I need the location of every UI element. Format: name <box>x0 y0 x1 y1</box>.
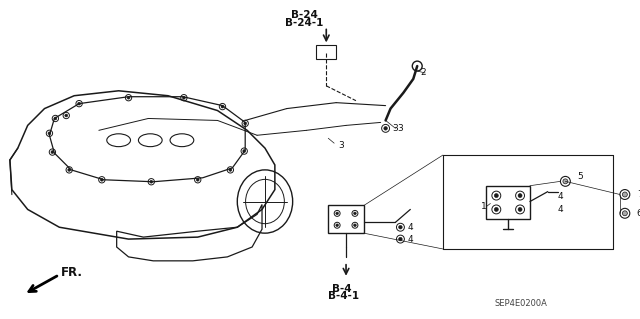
Circle shape <box>622 192 627 197</box>
Circle shape <box>399 237 402 241</box>
Text: SEP4E0200A: SEP4E0200A <box>494 299 547 308</box>
Text: 4: 4 <box>407 223 413 232</box>
Circle shape <box>563 179 568 184</box>
Circle shape <box>399 226 402 229</box>
Circle shape <box>54 117 57 120</box>
Text: 2: 2 <box>420 69 426 78</box>
Circle shape <box>384 127 387 130</box>
Circle shape <box>127 96 130 99</box>
Text: 3: 3 <box>338 141 344 150</box>
Circle shape <box>354 212 356 215</box>
Circle shape <box>221 105 224 108</box>
Circle shape <box>518 207 522 211</box>
Text: 1: 1 <box>481 202 486 211</box>
Text: 6: 6 <box>637 209 640 218</box>
Circle shape <box>51 151 54 153</box>
Text: 3: 3 <box>397 124 403 133</box>
Circle shape <box>244 122 246 125</box>
Text: 3: 3 <box>392 124 398 133</box>
Text: 7: 7 <box>637 190 640 199</box>
Circle shape <box>494 194 499 197</box>
Circle shape <box>243 150 246 152</box>
Circle shape <box>229 168 232 171</box>
Circle shape <box>196 178 199 181</box>
Circle shape <box>336 224 339 226</box>
Circle shape <box>354 224 356 226</box>
Text: 4: 4 <box>557 192 563 201</box>
Circle shape <box>622 211 627 216</box>
Text: B-24: B-24 <box>291 10 318 20</box>
Text: B-24-1: B-24-1 <box>285 18 324 27</box>
Circle shape <box>77 102 81 105</box>
Circle shape <box>182 96 186 99</box>
Circle shape <box>336 212 339 215</box>
Circle shape <box>494 207 499 211</box>
Circle shape <box>150 180 153 183</box>
Circle shape <box>65 114 68 117</box>
Circle shape <box>48 132 51 135</box>
Text: FR.: FR. <box>61 266 83 279</box>
Circle shape <box>100 178 103 181</box>
Text: 5: 5 <box>577 172 583 181</box>
Text: B-4: B-4 <box>332 284 352 293</box>
Text: B-4-1: B-4-1 <box>328 292 360 301</box>
Text: 4: 4 <box>557 205 563 214</box>
Text: 4: 4 <box>407 234 413 244</box>
Circle shape <box>68 168 70 171</box>
Circle shape <box>518 194 522 197</box>
